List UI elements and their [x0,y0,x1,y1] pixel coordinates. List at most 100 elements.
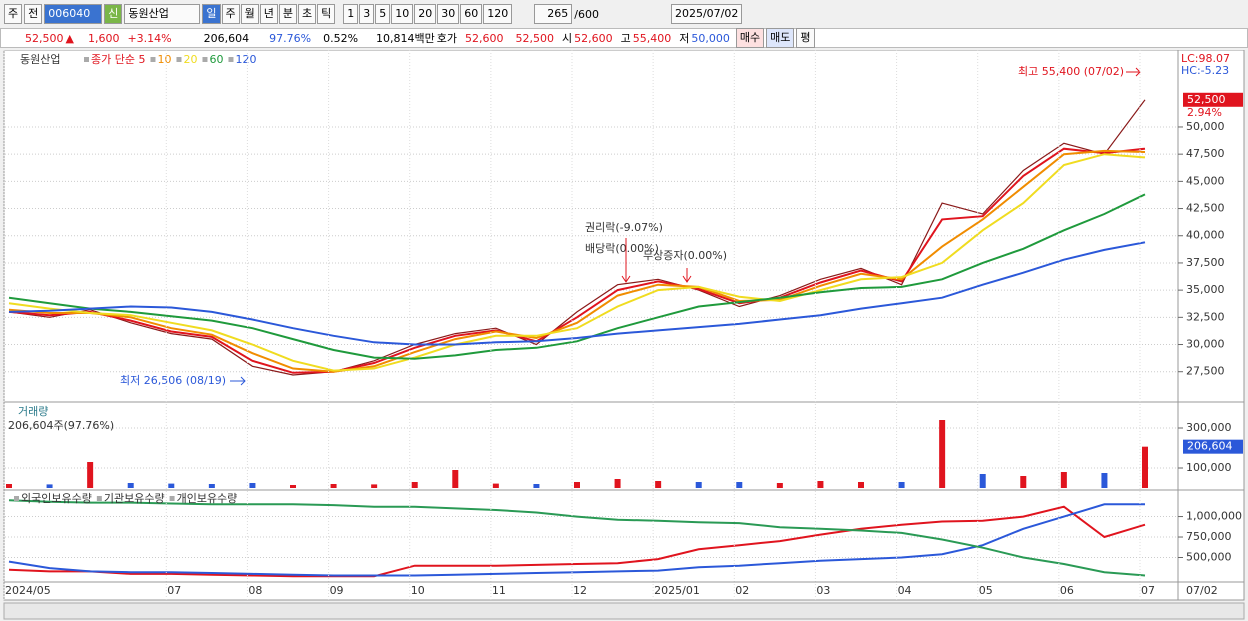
toolbar-button[interactable]: 5 [375,4,391,24]
legend-swatch [176,57,182,62]
toolbar-button[interactable]: 틱 [317,4,336,24]
toolbar-button[interactable]: 분 [278,4,297,24]
legend-swatch [169,496,175,501]
legend-swatch [84,57,89,62]
x-end-label: 07/02 [1186,584,1218,597]
toolbar-button[interactable]: 1 [343,4,359,24]
series-line [8,241,1146,346]
toolbar-button[interactable]: 월 [240,4,259,24]
volume-bar [695,482,702,488]
toolbar-button[interactable]: 30 [437,4,460,24]
legend-label: 종가 단순 5 [91,53,145,66]
annotation: 무상증자(0.00%) [643,249,727,262]
toolbar-button[interactable]: 60 [460,4,483,24]
x-tick-label: 2025/01 [654,584,700,597]
y-tick-label: 100,000 [1186,461,1232,474]
y-tick-label: 30,000 [1186,338,1225,351]
volume-bar [330,484,337,488]
toolbar-button[interactable]: 초 [298,4,317,24]
volume-bar [290,485,296,488]
legend-swatch [202,57,208,62]
volume-bar [1060,472,1067,488]
toolbar-button[interactable]: 3 [359,4,375,24]
sell-button[interactable]: 매도 [766,28,795,48]
legend-swatch [14,496,19,501]
legend-swatch [150,57,156,62]
buy-button[interactable]: 매수 [735,28,765,48]
series-line [8,153,1146,372]
y-tick-label: 50,000 [1186,120,1225,133]
toolbar-button[interactable]: 년 [259,4,278,24]
series-line [8,503,1145,577]
last-rate-label: 97.76% [1187,453,1229,466]
series-line [8,149,1146,373]
volume-bar [614,479,621,488]
volume-bar [817,481,824,488]
y-tick-label: 32,500 [1186,310,1225,323]
open: 52,600 [574,31,613,45]
y-tick-label: 300,000 [1186,421,1232,434]
volume-bar [533,484,540,488]
high-label: 고 [620,32,631,45]
legend-label: 10 [157,53,171,66]
y-tick-label: 40,000 [1186,229,1225,242]
volume-bar [1142,446,1148,488]
bid: 52,500 [515,31,555,45]
series-line [8,499,1146,577]
x-tick-label: 12 [573,584,587,597]
legend-label: 외국인보유수량 [21,492,92,505]
series-line [8,99,1146,376]
volume-bar [939,420,946,488]
y-tick-label: 45,000 [1186,174,1225,187]
count-max: /600 [574,7,599,21]
toolbar-button[interactable]: 20 [414,4,437,24]
lc-label: LC:98.07 [1181,52,1230,65]
x-tick-label: 07 [1141,584,1155,597]
volume-bar [127,483,134,488]
legend-swatch [228,57,234,62]
annotation: 최저 26,506 (08/19) [120,374,226,387]
toolbar-button[interactable]: 일 [202,4,221,24]
toolbar-button[interactable]: 120 [483,4,513,24]
panel-subtitle: 206,604주(97.76%) [8,419,114,432]
scrollbar[interactable] [3,602,1245,620]
y-tick-label: 42,500 [1186,202,1225,215]
legend-label: 60 [209,53,223,66]
code-input[interactable]: 006040 [44,4,103,24]
toolbar-button[interactable]: 10 [391,4,414,24]
x-tick-label: 05 [979,584,993,597]
x-tick-label: 09 [330,584,344,597]
x-tick-label: 02 [735,584,749,597]
low-label: 저 [679,32,690,45]
series-line [8,147,1146,374]
count[interactable]: 265 [534,4,573,24]
prev[interactable]: 전 [24,4,43,24]
chart-frame [3,50,1245,601]
legend-label: 120 [235,53,256,66]
volume-bar [574,482,580,488]
x-tick-label: 03 [816,584,830,597]
bid-label: 호가 [436,32,458,45]
avg-button[interactable]: 평 [796,28,815,48]
legend-label: 기관보유수량 [104,492,165,505]
y-tick-label: 35,000 [1186,283,1225,296]
panel-title: 거래량 [18,405,48,418]
last-rate-label: 2.94% [1187,106,1222,119]
x-tick-label: 2024/05 [5,584,51,597]
stock-name: 동원산업 [124,4,201,24]
hc-label: HC:-5.23 [1181,64,1229,77]
high: 55,400 [632,31,672,45]
amount: 10,814백만 [376,32,435,45]
series-line [8,193,1146,360]
x-tick-label: 06 [1060,584,1074,597]
volume: 206,604 [203,31,250,45]
volume-bar [979,474,986,488]
legend-title: 동원산업 [20,53,60,66]
date[interactable]: 2025/07/02 [670,4,743,24]
mode[interactable]: 주 [4,4,23,24]
toolbar-button[interactable]: 주 [221,4,240,24]
rate: +3.14% [127,31,172,45]
intervals: 1 3 5 10 20 30 60 120 [343,4,513,24]
